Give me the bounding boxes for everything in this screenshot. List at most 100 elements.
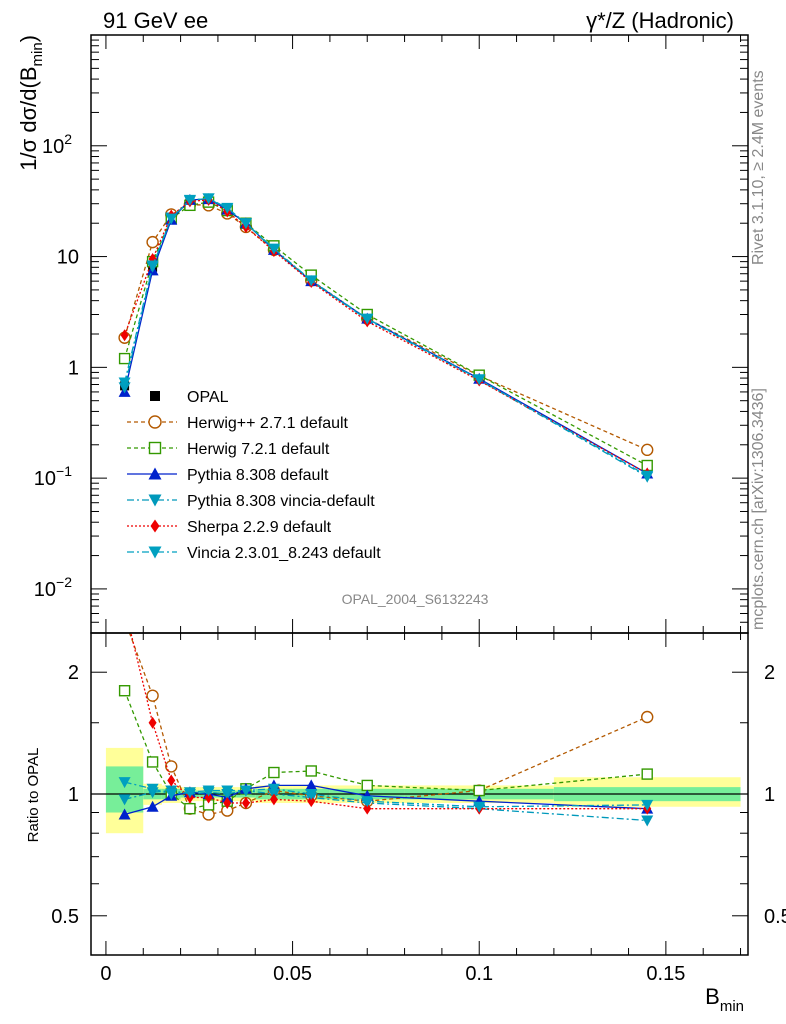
data-point-marker <box>148 546 162 559</box>
ratio-y-tick-label-right: 2 <box>764 662 775 684</box>
data-point-marker <box>202 193 215 205</box>
legend-entry: Sherpa 2.2.9 default <box>127 519 332 536</box>
series-sherpa-2-2-9-default <box>120 193 652 480</box>
data-point-marker <box>305 765 317 777</box>
main-y-tick-base: 10 <box>34 579 56 601</box>
data-point-marker <box>361 313 374 325</box>
data-point-marker <box>204 791 213 804</box>
legend-entry: Pythia 8.308 vincia-default <box>127 493 375 510</box>
legend: OPAL Herwig++ 2.7.1 default Herwig 7.2.1 d… <box>127 389 381 562</box>
data-point-marker <box>363 802 372 815</box>
main-y-tick-base: 10 <box>42 136 64 158</box>
data-point-marker <box>241 797 250 810</box>
data-point-marker <box>473 801 486 813</box>
rivet-label: Rivet 3.1.10, ≥ 2.4M events <box>750 70 767 265</box>
legend-label: Vincia 2.3.01_8.243 default <box>187 545 381 562</box>
data-point-marker <box>267 243 280 255</box>
data-point-marker <box>361 779 373 792</box>
legend-entry: Pythia 8.308 default <box>127 467 329 484</box>
data-point-marker <box>120 329 129 342</box>
data-point-marker <box>641 799 654 811</box>
series-line <box>123 199 648 475</box>
analysis-id: OPAL_2004_S6132243 <box>342 591 489 607</box>
data-point-marker <box>146 800 159 812</box>
data-point-marker <box>305 779 318 791</box>
ratio-y-tick-label: 0.5 <box>51 906 79 928</box>
series-vincia-2-3-01-8-243-default <box>118 777 654 813</box>
data-point-marker <box>473 374 486 386</box>
main-y-axis-title-close: ) <box>16 35 41 42</box>
main-plot-frame <box>90 34 749 634</box>
data-point-marker <box>641 768 653 780</box>
data-point-marker <box>183 194 196 206</box>
data-point-marker <box>239 218 252 230</box>
series-line <box>130 633 648 810</box>
main-plot-series <box>118 193 654 483</box>
data-point-marker <box>165 213 178 225</box>
data-point-marker <box>641 470 654 482</box>
data-point-marker <box>307 795 316 808</box>
main-y-tick-label: 10−1 <box>34 463 72 490</box>
ratio-plot-series <box>118 601 654 827</box>
legend-entry: Herwig 7.2.1 default <box>127 441 330 458</box>
data-point-marker <box>150 391 160 401</box>
legend-label: Herwig++ 2.7.1 default <box>187 415 349 432</box>
main-y-tick-exp: −1 <box>56 463 72 479</box>
series-line <box>123 198 648 475</box>
data-point-marker <box>202 808 215 821</box>
main-y-tick-label: 1 <box>68 357 79 379</box>
x-tick-label: 0.1 <box>465 963 493 985</box>
main-y-tick-exp: −2 <box>56 574 72 590</box>
main-y-tick-base: 10 <box>34 468 56 490</box>
data-point-marker <box>165 760 178 773</box>
ratio-y-axis-title: Ratio to OPAL <box>25 748 42 843</box>
data-point-marker <box>121 601 129 613</box>
data-point-marker <box>473 784 485 797</box>
data-point-marker <box>148 716 157 729</box>
legend-entry: Herwig++ 2.7.1 default <box>127 415 349 432</box>
data-point-marker <box>118 777 131 789</box>
data-point-marker <box>150 519 160 533</box>
main-y-tick-label: 10 <box>57 247 79 269</box>
data-point-marker <box>221 202 234 214</box>
data-point-marker <box>148 415 162 429</box>
data-point-marker <box>118 352 131 365</box>
main-y-tick-label: 10−2 <box>34 574 72 601</box>
series-pythia-8-308-vincia-default <box>118 193 654 483</box>
data-point-marker <box>146 756 159 768</box>
data-point-marker <box>118 808 131 820</box>
main-y-axis-title: 1/σ dσ/d(Bmin) <box>16 35 46 171</box>
legend-label: Herwig 7.2.1 default <box>187 441 330 458</box>
legend-label: Pythia 8.308 vincia-default <box>187 493 375 510</box>
x-tick-label: 0.15 <box>646 963 685 985</box>
data-point-marker <box>183 787 196 799</box>
ratio-y-tick-label-right: 0.5 <box>764 906 786 928</box>
data-point-marker <box>146 783 159 795</box>
series-line <box>123 197 648 478</box>
data-point-marker <box>118 685 131 697</box>
data-point-marker <box>305 275 318 287</box>
main-y-axis-title-sub: min <box>29 42 46 66</box>
data-point-marker <box>641 710 654 724</box>
data-point-marker <box>165 789 178 800</box>
ratio-y-tick-label-right: 1 <box>764 784 775 806</box>
data-point-marker <box>118 377 131 389</box>
series-line <box>128 633 648 816</box>
axis-ticks <box>91 35 748 956</box>
mcplots-label: mcplots.cern.ch [arXiv:1306.3436] <box>750 388 767 630</box>
process-label: γ*/Z (Hadronic) <box>586 8 734 33</box>
data-point-marker <box>305 789 318 800</box>
data-point-marker <box>267 783 280 795</box>
legend-entry: OPAL <box>150 389 229 406</box>
ratio-y-tick-label: 2 <box>68 662 79 684</box>
data-point-marker <box>361 796 374 808</box>
data-point-marker <box>119 614 130 625</box>
legend-label: Pythia 8.308 default <box>187 467 329 484</box>
data-point-marker <box>167 774 176 787</box>
data-point-marker <box>146 260 159 272</box>
data-point-marker <box>202 785 215 797</box>
ratio-y-tick-label: 1 <box>68 784 79 806</box>
data-point-marker <box>641 815 654 827</box>
